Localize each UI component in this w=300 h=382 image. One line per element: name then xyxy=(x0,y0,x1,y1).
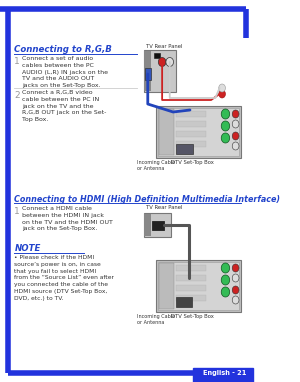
Text: 1: 1 xyxy=(14,57,20,66)
Bar xyxy=(176,121,206,127)
Circle shape xyxy=(232,296,239,304)
Bar xyxy=(176,285,206,291)
Circle shape xyxy=(232,120,239,128)
Circle shape xyxy=(221,109,230,119)
Bar xyxy=(176,265,206,271)
Bar xyxy=(144,214,151,236)
Bar xyxy=(190,106,197,114)
Text: • Please check if the HDMI
source’s power is on, in case
that you fail to select: • Please check if the HDMI source’s powe… xyxy=(14,255,114,301)
Circle shape xyxy=(221,121,230,131)
Bar xyxy=(176,297,192,307)
Bar xyxy=(176,141,206,147)
Bar xyxy=(156,106,241,158)
Circle shape xyxy=(232,274,239,282)
Text: DTV Set-Top Box: DTV Set-Top Box xyxy=(171,160,214,165)
Bar xyxy=(176,111,206,117)
Bar xyxy=(156,260,241,312)
Bar xyxy=(176,131,206,137)
Bar xyxy=(158,108,239,156)
Text: English - 21: English - 21 xyxy=(203,370,246,376)
Bar xyxy=(159,263,174,309)
Bar xyxy=(152,221,164,230)
Bar xyxy=(144,51,151,91)
Circle shape xyxy=(221,287,230,297)
Text: 2: 2 xyxy=(14,91,20,100)
Text: Connect a set of audio
cables between the PC
AUDIO (L,R) IN jacks on the
TV and : Connect a set of audio cables between th… xyxy=(22,56,108,88)
Circle shape xyxy=(232,286,239,294)
Text: Connecting to HDMI (High Definition Multimedia Interface): Connecting to HDMI (High Definition Mult… xyxy=(14,195,280,204)
Circle shape xyxy=(232,110,239,118)
Text: Connect a R,G,B video
cable between the PC IN
jack on the TV and the
R,G,B OUT j: Connect a R,G,B video cable between the … xyxy=(22,90,106,122)
Text: Connect a HDMI cable
between the HDMI IN jack
on the TV and the HDMI OUT
jack on: Connect a HDMI cable between the HDMI IN… xyxy=(22,206,113,231)
Circle shape xyxy=(232,132,239,140)
Text: NOTE: NOTE xyxy=(14,244,41,253)
Circle shape xyxy=(166,58,173,66)
Text: Connecting to R,G,B: Connecting to R,G,B xyxy=(14,45,112,54)
Circle shape xyxy=(221,263,230,273)
Text: 1: 1 xyxy=(14,207,20,216)
Bar xyxy=(158,262,239,310)
Bar xyxy=(193,368,253,382)
Bar xyxy=(176,275,206,281)
Bar xyxy=(159,109,174,155)
Bar xyxy=(154,53,160,58)
Text: Incoming Cable
or Antenna: Incoming Cable or Antenna xyxy=(137,160,175,171)
Circle shape xyxy=(158,58,166,66)
Bar xyxy=(176,144,194,154)
Circle shape xyxy=(219,90,226,98)
Bar xyxy=(145,68,151,80)
Bar xyxy=(176,295,206,301)
Bar xyxy=(182,274,191,282)
Circle shape xyxy=(232,264,239,272)
Bar xyxy=(144,213,171,237)
Text: TV Rear Panel: TV Rear Panel xyxy=(146,44,183,49)
Text: TV Rear Panel: TV Rear Panel xyxy=(146,205,183,210)
Circle shape xyxy=(221,275,230,285)
Text: DTV Set-Top Box: DTV Set-Top Box xyxy=(171,314,214,319)
Text: Incoming Cable
or Antenna: Incoming Cable or Antenna xyxy=(137,314,175,325)
Circle shape xyxy=(221,133,230,143)
Circle shape xyxy=(232,142,239,150)
Bar xyxy=(144,50,175,92)
Circle shape xyxy=(219,84,226,92)
